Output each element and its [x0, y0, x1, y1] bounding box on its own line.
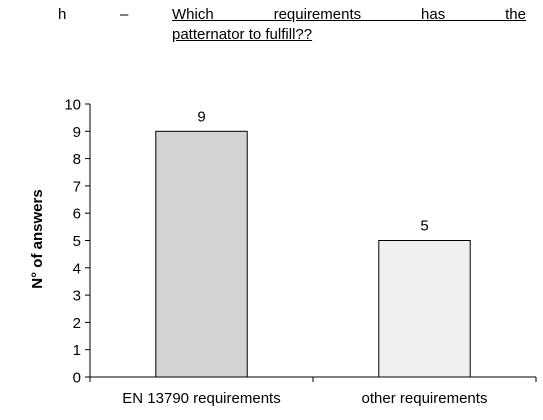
- y-tick-label: 6: [73, 206, 81, 223]
- bar-data-label: 9: [197, 108, 205, 125]
- y-tick-label: 9: [73, 124, 81, 141]
- y-tick-label: 5: [73, 233, 81, 250]
- y-tick-label: 4: [73, 260, 81, 277]
- y-tick-label: 7: [73, 178, 81, 195]
- bars: [155, 130, 471, 378]
- bar: [378, 240, 471, 378]
- question-dash: –: [120, 6, 129, 23]
- x-axis-ticks: [89, 377, 537, 382]
- y-axis-ticks: 0 1 2 3 4 5 6 7 8 9 10: [64, 97, 90, 387]
- y-tick-label: 3: [73, 288, 81, 305]
- y-tick-label: 0: [73, 370, 81, 387]
- y-tick-label: 10: [64, 97, 81, 114]
- y-axis-title: N° of answers: [29, 189, 46, 288]
- bar-data-label: 5: [420, 218, 428, 235]
- question-text-line-1: Which requirements has the: [172, 6, 526, 23]
- y-tick-label: 2: [73, 315, 81, 332]
- question-text-line-2: patternator to fulfill??: [172, 26, 313, 43]
- x-tick-label: other requirements: [362, 390, 488, 407]
- bar: [155, 130, 248, 378]
- question-letter: h: [58, 6, 67, 23]
- y-tick-label: 1: [73, 342, 81, 359]
- bar-data-labels: 95: [197, 108, 428, 234]
- y-tick-label: 8: [73, 151, 81, 168]
- x-tick-label: EN 13790 requirements: [122, 390, 280, 407]
- x-axis-tick-labels: EN 13790 requirements other requirements: [122, 390, 487, 407]
